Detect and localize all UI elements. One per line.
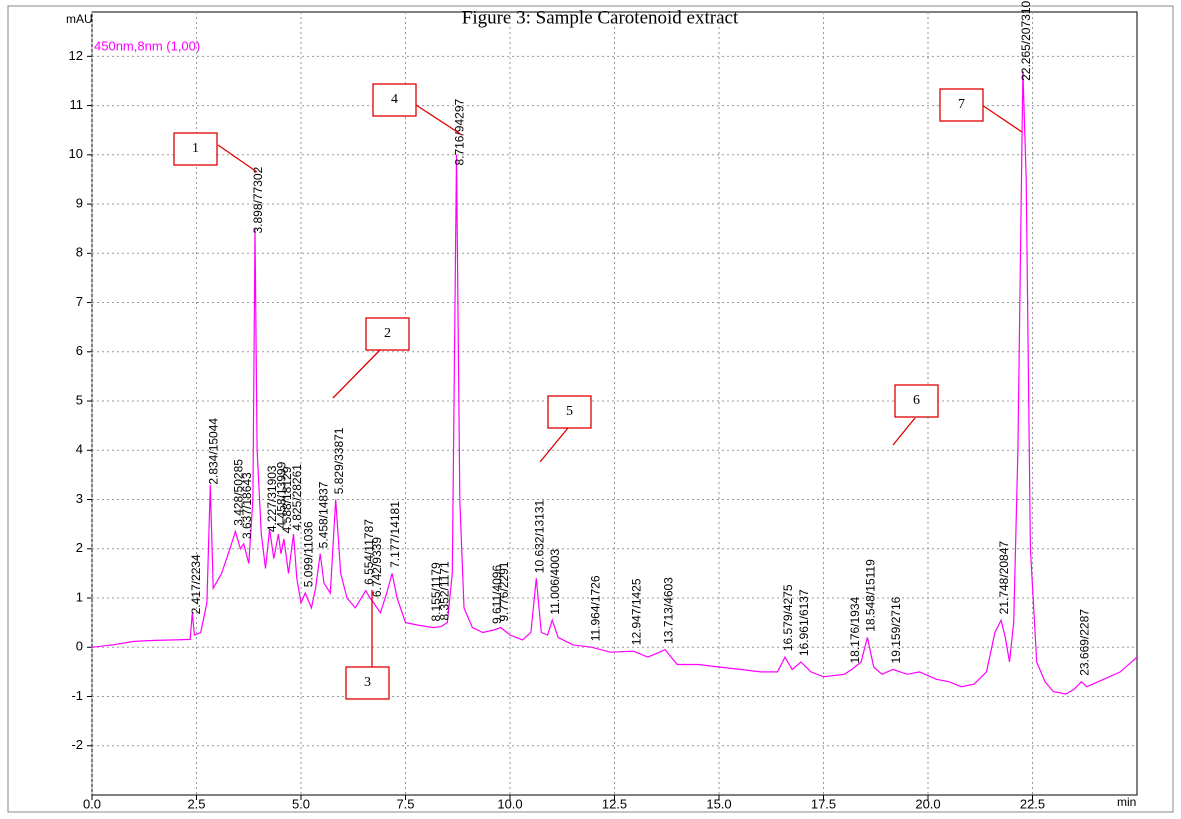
x-tick-label: 12.5	[602, 796, 627, 811]
callout-number: 2	[384, 326, 391, 341]
y-tick-label: -1	[71, 688, 83, 703]
callout-line	[217, 144, 258, 173]
callout-box	[365, 317, 410, 351]
peak-label: 23.669/2287	[1078, 609, 1092, 676]
callout-number: 6	[913, 393, 920, 408]
peak-label: 4.588/18129	[280, 466, 294, 533]
y-tick-label: 1	[76, 589, 83, 604]
peak-label: 21.748/20847	[997, 541, 1011, 615]
peak-label: 16.961/6137	[797, 589, 811, 656]
peak-label: 5.099/11036	[301, 521, 315, 587]
legend-entry: 450nm,8nm (1,00)	[94, 38, 200, 53]
callout-box	[939, 88, 984, 122]
peak-label: 19.159/2716	[889, 596, 903, 663]
callout-box	[547, 395, 592, 429]
peak-label: 18.548/15119	[863, 559, 877, 632]
chart-title: Figure 3: Sample Carotenoid extract	[462, 7, 739, 28]
y-tick-label: 4	[76, 442, 83, 457]
peak-label: 12.947/1425	[629, 578, 643, 645]
callout-line	[539, 427, 569, 463]
peak-label: 8.352/1171	[437, 561, 451, 620]
peak-label: 4.458/13999	[275, 461, 289, 528]
y-tick-label: 2	[76, 540, 83, 555]
callout-box	[894, 384, 939, 418]
callout-box	[173, 132, 218, 166]
peak-label: 7.177/14181	[388, 501, 402, 568]
peak-label: 4.227/31903	[265, 465, 279, 532]
callout-number: 7	[958, 97, 965, 112]
y-tick-label: 3	[76, 491, 83, 506]
peak-label: 6.554/11787	[362, 519, 376, 585]
x-tick-label: 20.0	[915, 796, 940, 811]
peak-label: 2.834/15044	[207, 418, 221, 485]
x-tick-label: 5.0	[292, 796, 310, 811]
peak-label: 5.829/33871	[332, 427, 346, 494]
x-tick-label: 10.0	[497, 796, 522, 811]
callout-number: 1	[192, 141, 199, 156]
callout-box	[345, 666, 390, 700]
y-tick-label: 9	[76, 195, 83, 210]
y-tick-label: 7	[76, 294, 83, 309]
callout-number: 4	[391, 92, 398, 107]
x-tick-label: 0.0	[83, 796, 101, 811]
peak-label: 3.428/50285	[231, 459, 245, 526]
x-tick-label: 15.0	[706, 796, 731, 811]
y-tick-label: 5	[76, 392, 83, 407]
peak-label: 8.716/94297	[453, 98, 467, 165]
y-tick-label: 8	[76, 245, 83, 260]
y-tick-label: 0	[76, 639, 83, 654]
callout-line	[332, 349, 381, 399]
peak-label: 22.265/207310	[1019, 0, 1033, 80]
peak-label: 18.176/1934	[848, 596, 862, 663]
peak-label: 11.006/4003	[548, 549, 562, 615]
peak-label: 9.611/4096	[490, 565, 504, 624]
callout-number: 3	[364, 675, 371, 690]
peak-label: 3.898/77302	[251, 166, 265, 233]
callout-box	[372, 83, 417, 117]
peak-label: 10.632/13131	[533, 499, 547, 573]
x-tick-label: 22.5	[1020, 796, 1045, 811]
peak-label: 11.964/1726	[588, 575, 602, 641]
callout-line	[981, 104, 1023, 133]
y-tick-label: 12	[69, 48, 83, 63]
y-axis-label: mAU	[66, 12, 93, 26]
callout-line	[892, 417, 916, 446]
callout-number: 5	[566, 404, 573, 419]
x-tick-label: 17.5	[811, 796, 836, 811]
y-tick-label: 6	[76, 343, 83, 358]
peak-label: 13.713/4603	[661, 577, 675, 644]
y-tick-label: -2	[71, 737, 83, 752]
peak-label: 3.637/18643	[240, 472, 254, 539]
callout-line	[415, 104, 463, 136]
peak-label: 6.742/9339	[370, 537, 384, 597]
x-tick-label: 7.5	[396, 796, 414, 811]
peak-label: 4.825/28261	[290, 464, 304, 531]
y-tick-label: 11	[70, 97, 84, 112]
peak-label: 9.776/2291	[497, 561, 511, 621]
x-tick-label: 2.5	[187, 796, 205, 811]
y-tick-label: 10	[69, 146, 83, 161]
peak-label: 8.155/1179	[429, 562, 443, 621]
x-axis-label: min	[1117, 795, 1136, 809]
trace-line	[91, 71, 1138, 695]
peak-label: 16.579/4275	[781, 584, 795, 651]
peak-label: 2.417/2234	[189, 554, 203, 614]
peak-label: 5.458/14837	[316, 481, 330, 548]
